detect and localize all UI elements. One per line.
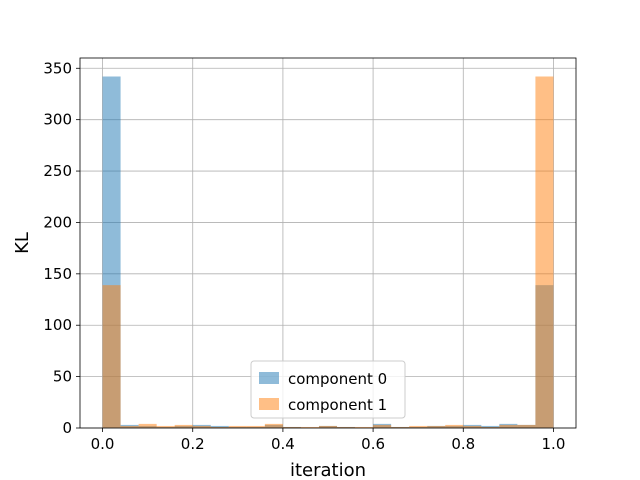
bar-series-1 [210, 426, 229, 428]
y-axis-label: KL [12, 232, 33, 254]
bar-series-1 [228, 425, 247, 428]
x-tick-label: 0.8 [451, 435, 475, 453]
bar-series-1 [427, 425, 446, 428]
legend-box [250, 360, 406, 419]
bar-series-1 [264, 423, 283, 428]
x-tick-label: 0.6 [361, 435, 385, 453]
bar-series-1 [463, 425, 482, 428]
bar-series-1 [409, 425, 428, 428]
plot-frame [79, 57, 577, 429]
bar-series-1 [156, 425, 175, 428]
bar-series-1 [318, 425, 338, 428]
y-tick-label: 50 [53, 368, 72, 386]
bar-series-1 [102, 285, 121, 428]
y-tick-label: 0 [62, 419, 72, 437]
legend-label: component 0 [288, 370, 387, 388]
bar-series-1 [138, 423, 157, 428]
x-tick-label: 1.0 [542, 435, 566, 453]
legend: component 0 component 1 [250, 360, 406, 419]
grid [80, 58, 576, 429]
bar-series-1 [535, 76, 554, 428]
bars [102, 76, 554, 428]
bar-series-1 [246, 425, 265, 428]
y-tick-label: 250 [43, 162, 72, 180]
bar-series-1 [337, 426, 356, 428]
y-tick-label: 100 [43, 316, 72, 334]
bar-series-1 [174, 424, 193, 428]
y-tick-label: 200 [43, 213, 72, 231]
x-tick-label: 0.4 [271, 435, 295, 453]
x-axis-label: iteration [290, 460, 366, 480]
bar-series-1 [373, 424, 392, 428]
bar-series-1 [300, 426, 319, 428]
x-axis-ticks: 0.0 0.2 0.4 0.6 0.8 1.0 [91, 428, 566, 453]
bar-series-1 [499, 424, 518, 428]
y-tick-label: 150 [43, 265, 72, 283]
y-axis-ticks: 0 50 100 150 200 250 300 350 [43, 59, 80, 437]
legend-swatch [259, 372, 279, 384]
bar-series-1 [120, 425, 139, 428]
bar-series-1 [517, 424, 536, 428]
bar-series-1 [355, 426, 374, 428]
bar-series-1 [445, 424, 464, 428]
x-tick-label: 0.0 [91, 435, 115, 453]
bar-series-1 [282, 426, 301, 428]
y-tick-label: 300 [43, 111, 72, 129]
y-tick-label: 350 [43, 59, 72, 77]
legend-swatch [259, 398, 279, 410]
bar-series-1 [391, 426, 410, 428]
bar-series-1 [192, 425, 211, 428]
x-tick-label: 0.2 [181, 435, 205, 453]
legend-label: component 1 [288, 396, 387, 414]
bar-series-1 [481, 426, 500, 428]
